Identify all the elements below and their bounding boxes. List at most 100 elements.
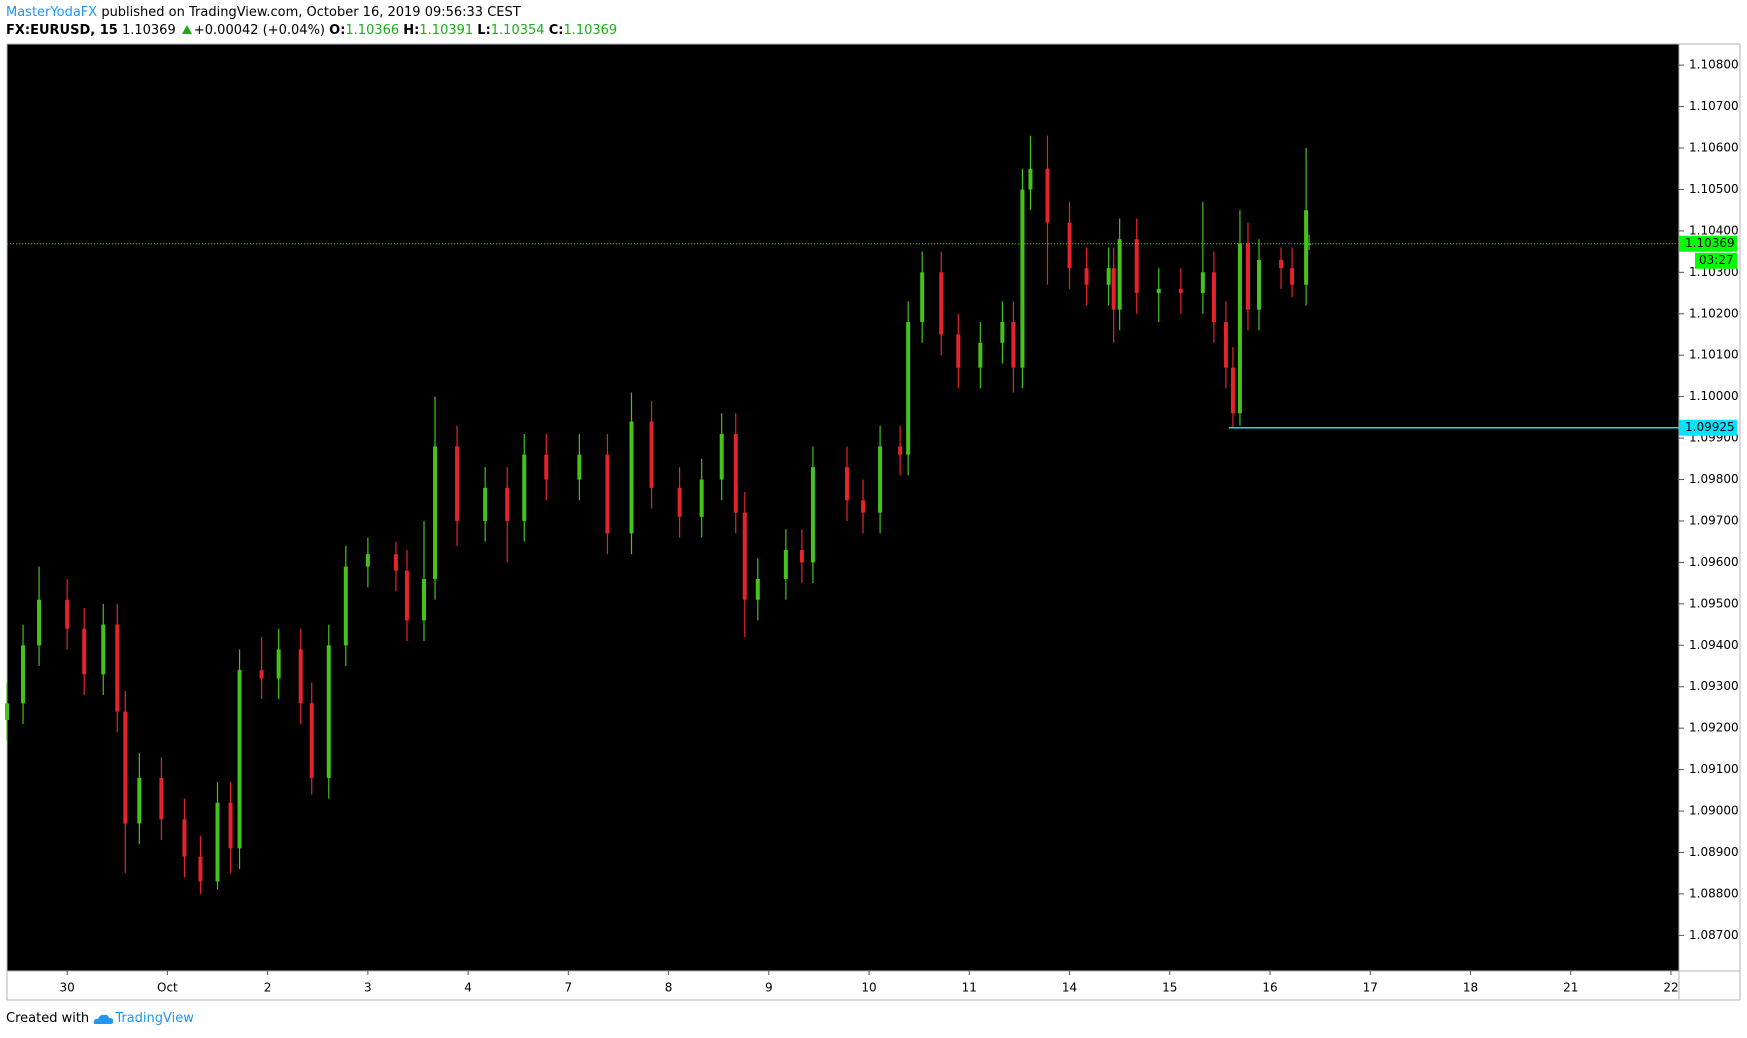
candle-body [1211,272,1216,323]
candle-body [326,645,331,778]
x-tick-label: Oct [157,981,178,995]
candle-body [1000,322,1005,343]
candle-body [978,342,983,368]
candle-body [783,549,788,579]
candle-body [755,578,760,600]
candle-body [182,819,187,857]
y-tick-label: 1.10200 [1689,306,1739,320]
countdown-box [1695,252,1737,269]
open-key: O: [329,23,346,38]
candle-body [1111,268,1116,310]
candle-body [483,487,488,521]
candle-body [1307,243,1312,245]
candle-body [393,554,398,571]
symbol: FX:EURUSD, 15 [6,23,118,38]
candle-body [799,549,804,563]
y-tick-label: 1.09600 [1689,555,1739,569]
y-tick-label: 1.09100 [1689,762,1739,776]
y-tick-label: 1.09800 [1689,472,1739,486]
candle-body [1134,239,1139,294]
y-tick-label: 1.10100 [1689,348,1739,362]
candle-body [878,446,883,513]
candle-body [309,703,314,778]
x-tick-label: 17 [1363,981,1378,995]
candle-body [1256,259,1261,310]
author[interactable]: MasterYodaFX [6,5,98,20]
candle-body [137,777,142,824]
candle-body [5,703,9,720]
candle-body [898,446,903,455]
y-tick-label: 1.10800 [1689,58,1739,72]
high-key: H: [403,23,420,38]
close-value: 1.10369 [563,23,618,38]
x-tick-label: 11 [962,981,977,995]
candle-body [505,487,510,521]
x-tick-label: 14 [1062,981,1077,995]
candle-body [1279,259,1284,269]
y-tick-label: 1.08700 [1689,928,1739,942]
last-price-box [1679,235,1737,252]
candle-body [1106,268,1111,285]
y-tick-label: 1.09700 [1689,513,1739,527]
candle-body [577,454,582,480]
y-tick-label: 1.09500 [1689,596,1739,610]
up-arrow [181,25,192,34]
x-tick-label: 3 [364,981,372,995]
candle-body [433,446,438,579]
x-tick-label: 10 [861,981,876,995]
low-key: L: [477,23,491,38]
candle-body [1237,243,1242,414]
brand[interactable]: TradingView [115,1011,194,1026]
candle-body [1028,168,1033,190]
candle-body [101,624,106,675]
y-tick-label: 1.10400 [1689,223,1739,237]
candle-body [939,272,944,335]
close-key: C: [548,23,564,38]
symbol-line: FX:EURUSD, 15 1.10369 +0.00042 (+0.04%) … [6,22,617,40]
x-tick-label: 2 [264,981,272,995]
x-tick-label: 21 [1563,981,1578,995]
candle-body [237,670,242,849]
candle-body [920,272,925,323]
candle-body [1156,288,1161,294]
candle-body [159,777,164,820]
price-label: 1.09925 [1685,420,1735,434]
published: published on TradingView.com, October 16… [101,5,521,20]
low-value: 1.10354 [490,23,545,38]
candle-body [742,512,747,600]
y-tick-label: 1.09000 [1689,804,1739,818]
candle-body [522,454,527,521]
change: +0.00042 (+0.04%) [193,23,325,38]
x-tick-label: 18 [1463,981,1478,995]
y-tick-label: 1.08800 [1689,886,1739,900]
candle-body [1200,272,1205,294]
y-tick-label: 1.08900 [1689,845,1739,859]
candle-body [1011,322,1016,368]
candle-body [365,554,370,567]
x-tick-label: 22 [1663,981,1678,995]
y-tick-label: 1.10500 [1689,182,1739,196]
price-label-box [1679,419,1737,436]
candle-body [455,446,460,521]
candle-body [733,433,738,513]
x-tick-label: 9 [765,981,773,995]
x-tick-label: 30 [60,981,75,995]
header: MasterYodaFX published on TradingView.co… [6,4,617,40]
y-tick-label: 1.09400 [1689,638,1739,652]
candle-body [421,578,426,621]
candle-body [198,856,203,882]
candle-body [906,322,911,455]
candle-body [115,624,120,712]
candle-body [861,500,866,513]
open-value: 1.10366 [345,23,400,38]
candle-body [605,454,610,534]
logo [93,1014,114,1024]
y-tick-label: 1.09300 [1689,679,1739,693]
candle-body [343,566,348,646]
candle-body [82,628,87,675]
candle-body [228,802,233,849]
candle-body [1020,189,1025,368]
high-value: 1.10391 [419,23,474,38]
